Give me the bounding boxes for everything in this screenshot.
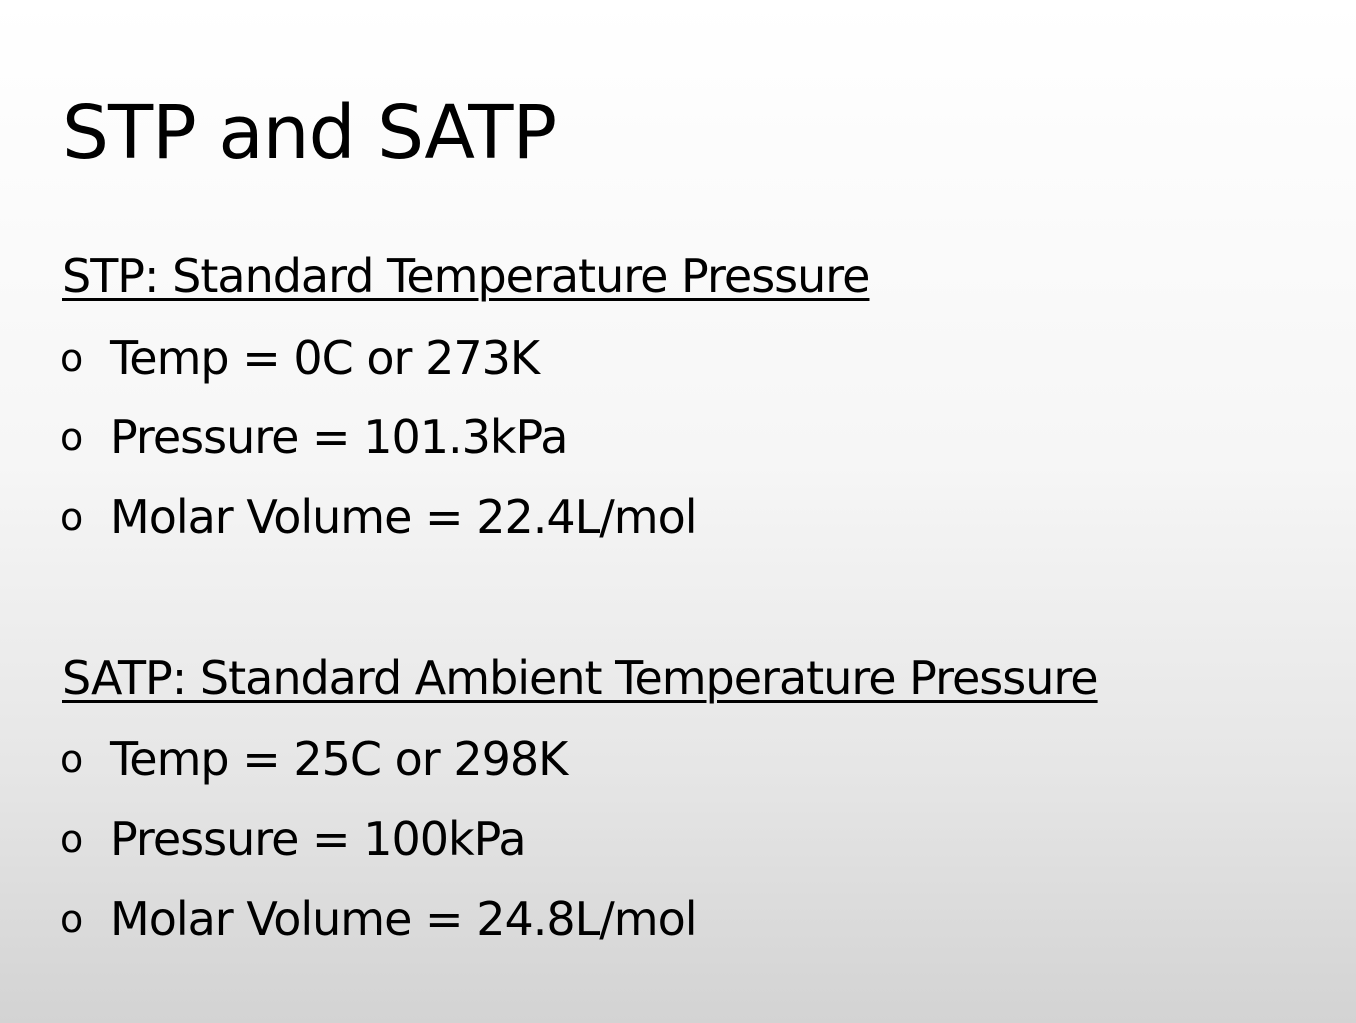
satp-item-pressure-text: Pressure = 100kPa [110, 812, 527, 866]
satp-item-pressure: o Pressure = 100kPa [60, 811, 527, 867]
satp-item-molar-volume: o Molar Volume = 24.8L/mol [60, 891, 697, 947]
bullet-circle-icon: o [60, 897, 84, 941]
satp-heading: SATP: Standard Ambient Temperature Press… [62, 651, 1099, 705]
satp-item-temp-text: Temp = 25C or 298K [110, 732, 568, 786]
bullet-circle-icon: o [60, 495, 84, 539]
stp-item-molar-volume-text: Molar Volume = 22.4L/mol [110, 490, 697, 544]
bullet-circle-icon: o [60, 336, 84, 380]
stp-item-molar-volume: o Molar Volume = 22.4L/mol [60, 489, 697, 545]
stp-heading: STP: Standard Temperature Pressure [62, 249, 870, 303]
stp-item-temp: o Temp = 0C or 273K [60, 330, 540, 386]
satp-item-molar-volume-text: Molar Volume = 24.8L/mol [110, 892, 697, 946]
bullet-circle-icon: o [60, 817, 84, 861]
stp-item-pressure-text: Pressure = 101.3kPa [110, 410, 568, 464]
satp-item-temp: o Temp = 25C or 298K [60, 731, 568, 787]
bullet-circle-icon: o [60, 415, 84, 459]
bullet-circle-icon: o [60, 737, 84, 781]
stp-item-pressure: o Pressure = 101.3kPa [60, 409, 568, 465]
slide-title: STP and SATP [62, 90, 557, 176]
stp-item-temp-text: Temp = 0C or 273K [110, 331, 540, 385]
